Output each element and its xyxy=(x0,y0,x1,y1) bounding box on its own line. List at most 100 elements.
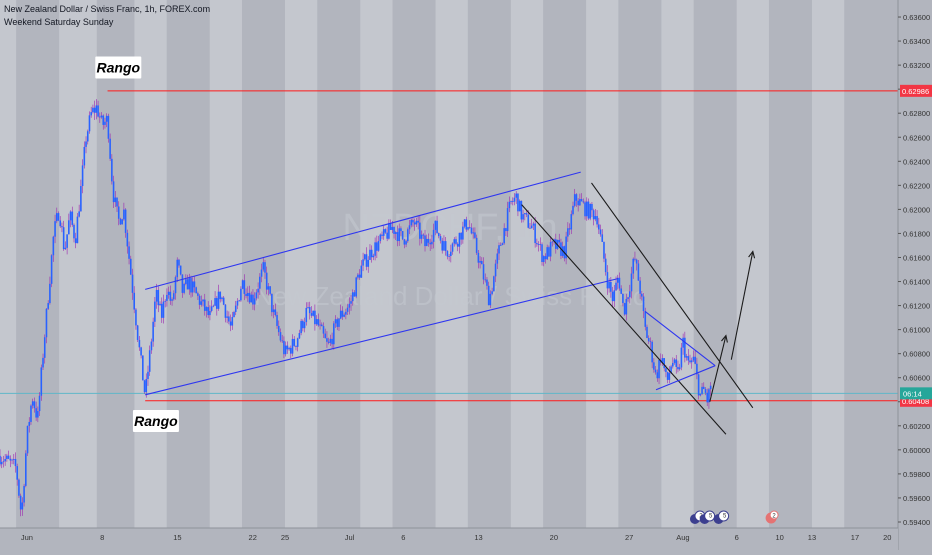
price-axis[interactable]: 0.636000.634000.632000.630000.628000.626… xyxy=(897,0,932,550)
event-flag-icon[interactable] xyxy=(718,510,730,522)
rising-channel-lower[interactable] xyxy=(145,277,619,396)
candle-body xyxy=(42,357,44,368)
rising-channel-upper[interactable] xyxy=(145,171,581,290)
candle-body xyxy=(212,305,215,307)
candle-body xyxy=(446,250,449,257)
annotation-box[interactable] xyxy=(132,409,179,432)
candle-body xyxy=(665,368,667,373)
candle-body xyxy=(649,341,652,343)
current-price-tag[interactable] xyxy=(900,387,932,400)
candle-body xyxy=(615,282,617,291)
candle-body xyxy=(532,223,535,226)
candle-body xyxy=(398,228,401,242)
candle-body xyxy=(54,221,56,237)
weekend-band xyxy=(661,0,694,528)
candle-body xyxy=(37,411,39,418)
candle-body xyxy=(622,293,624,304)
candle-body xyxy=(637,263,640,281)
falling-channel-lower[interactable] xyxy=(521,204,727,435)
candle-body xyxy=(548,247,550,257)
candle-body xyxy=(379,234,382,242)
candle-body xyxy=(271,293,273,313)
candle-body xyxy=(269,286,271,294)
candle-body xyxy=(616,277,619,283)
projection-arrow[interactable] xyxy=(709,335,727,402)
candle-body xyxy=(112,181,115,203)
annotations[interactable]: Rango Rango xyxy=(95,56,179,432)
event-cross-icon[interactable] xyxy=(769,510,779,520)
candle-body xyxy=(133,292,136,310)
candle-body xyxy=(486,279,488,286)
current-price-label: 06:14 xyxy=(903,389,922,398)
candle-body xyxy=(69,211,72,221)
candle-body xyxy=(186,279,189,290)
candle-body xyxy=(272,309,275,313)
projection-arrow[interactable] xyxy=(730,251,754,360)
candle-body xyxy=(661,358,664,363)
candle-body xyxy=(320,324,323,327)
candle-body xyxy=(481,260,483,265)
time-tick-label: 10 xyxy=(776,533,784,542)
candle-body xyxy=(367,259,370,267)
range-price-tag[interactable] xyxy=(900,84,932,97)
candle-body xyxy=(584,202,586,217)
time-axis[interactable]: Jun 8 15 22 25 Jul 6 13 20 27 Aug 6 10 13 17 20 xyxy=(0,527,898,550)
candle-body xyxy=(138,339,141,348)
candle-body xyxy=(78,211,80,217)
candle-body xyxy=(55,213,58,222)
trend-drawings[interactable] xyxy=(145,171,756,435)
candle-body xyxy=(148,350,151,372)
candle-body xyxy=(702,386,705,390)
candle-body xyxy=(185,279,187,284)
candle-body xyxy=(501,243,504,246)
candle-body xyxy=(302,320,304,329)
candle-body xyxy=(573,194,576,206)
candle-body xyxy=(38,395,41,412)
candle-body xyxy=(73,224,75,239)
candle-body xyxy=(181,274,184,293)
candle-body xyxy=(362,259,364,266)
falling-channel-upper[interactable] xyxy=(591,182,754,409)
candle-body xyxy=(388,223,390,239)
candle-body xyxy=(353,292,356,297)
candle-body xyxy=(276,315,278,326)
candle-body xyxy=(493,276,495,292)
watermark: NZDCHF, 1h New Zealand Dollar / Swiss Fr… xyxy=(254,207,646,311)
candle-body xyxy=(386,232,388,239)
candle-body xyxy=(102,115,105,125)
time-tick-label: Aug xyxy=(676,533,689,542)
candle-body xyxy=(252,294,254,305)
event-markers[interactable]: 2552 xyxy=(689,510,779,524)
candle-body xyxy=(407,229,409,242)
candle-body xyxy=(109,138,111,159)
candle-body xyxy=(43,337,46,358)
candle-body xyxy=(456,243,459,247)
candle-body xyxy=(623,303,626,315)
candle-body xyxy=(152,321,154,342)
candle-body xyxy=(541,244,543,263)
candle-body xyxy=(542,256,545,263)
candle-body xyxy=(200,301,203,305)
wedge-lower[interactable] xyxy=(655,365,716,391)
candle-body xyxy=(116,197,118,207)
candle-body xyxy=(462,226,464,240)
candle-body xyxy=(503,228,505,244)
candle-body xyxy=(635,259,638,264)
candle-body xyxy=(451,243,454,252)
candle-body xyxy=(157,289,160,306)
candle-body xyxy=(35,408,37,418)
candle-body xyxy=(159,303,161,306)
candle-body xyxy=(245,293,247,297)
candle-body xyxy=(601,234,604,242)
wedge-upper[interactable] xyxy=(644,311,716,367)
annotation-box[interactable] xyxy=(95,56,142,79)
candle-body xyxy=(580,199,583,202)
candle-body xyxy=(708,389,710,403)
candle-body xyxy=(2,461,5,463)
candle-body xyxy=(93,107,96,113)
price-tick-label: 0.62800 xyxy=(903,109,930,118)
time-tick-label: Jul xyxy=(345,533,355,542)
time-tick-label: 13 xyxy=(474,533,482,542)
